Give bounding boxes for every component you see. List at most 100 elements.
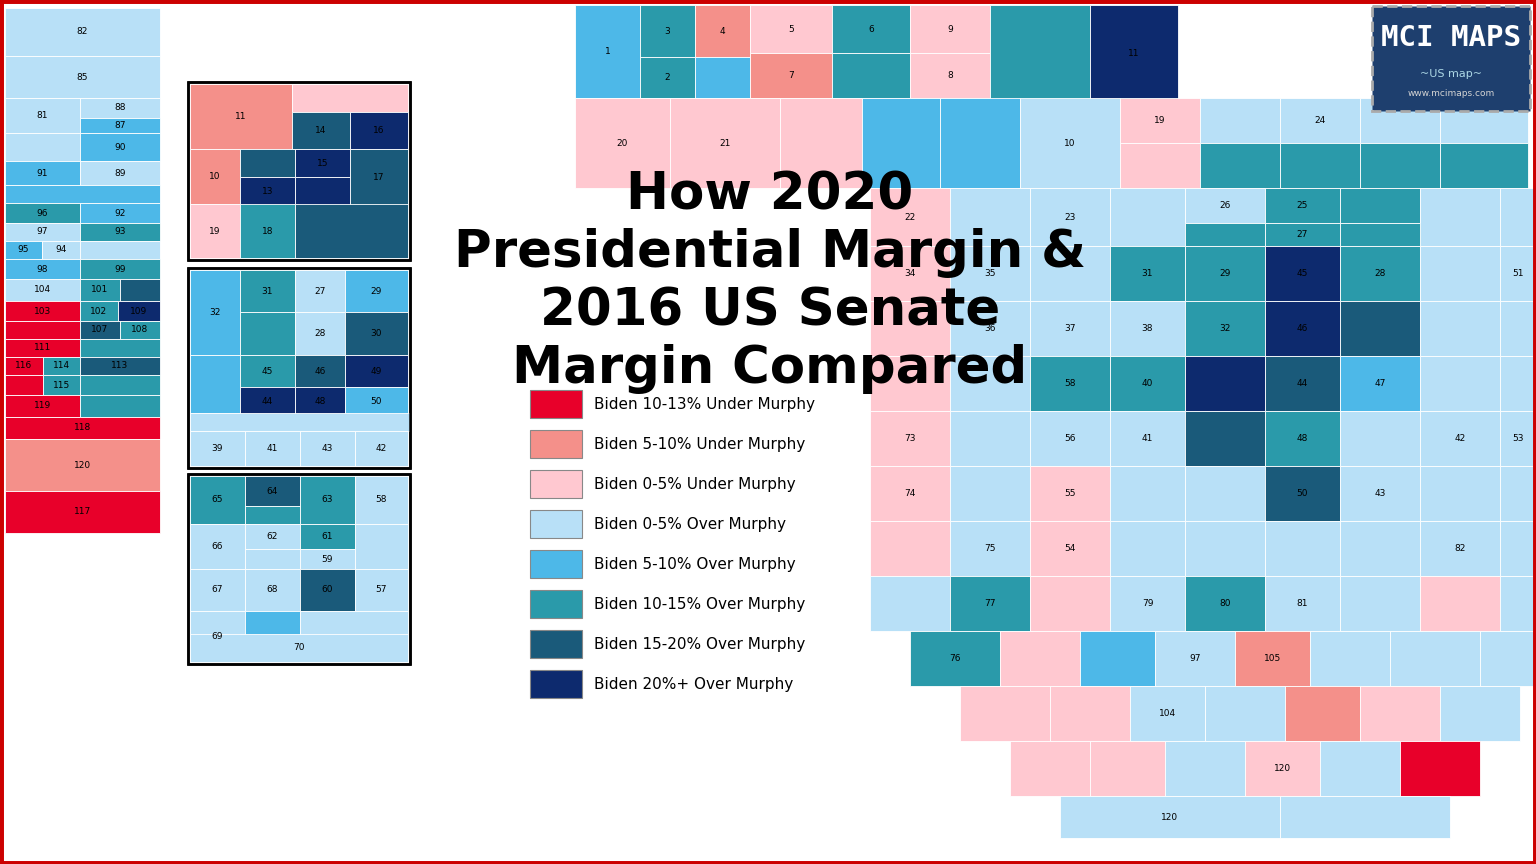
Text: 62: 62 (267, 532, 278, 541)
Bar (5, 417, 160, 439)
Text: 80: 80 (1220, 599, 1230, 608)
Text: 44: 44 (1296, 379, 1309, 388)
Bar (1419, 188, 1501, 246)
Text: 75: 75 (985, 544, 995, 553)
Text: 25: 25 (1296, 201, 1309, 210)
Bar (1266, 576, 1339, 631)
Text: 32: 32 (209, 308, 221, 317)
Bar (1419, 246, 1501, 301)
Bar (1266, 188, 1339, 223)
Text: 48: 48 (315, 397, 326, 406)
Bar (43, 357, 80, 375)
Text: Biden 10-15% Over Murphy: Biden 10-15% Over Murphy (594, 596, 805, 612)
Bar (1279, 98, 1359, 143)
Text: 13: 13 (261, 187, 273, 195)
Bar (780, 98, 862, 188)
Bar (246, 431, 300, 466)
Text: 41: 41 (1141, 434, 1154, 443)
Text: 18: 18 (261, 226, 273, 236)
Bar (355, 431, 409, 466)
Text: 74: 74 (905, 489, 915, 498)
Text: 61: 61 (321, 532, 333, 541)
Bar (346, 312, 409, 355)
Bar (1051, 686, 1130, 741)
Bar (80, 395, 160, 417)
Bar (1286, 686, 1359, 741)
Bar (949, 246, 1031, 301)
Bar (1031, 246, 1111, 301)
Bar (1184, 301, 1266, 356)
Bar (80, 223, 160, 241)
Bar (1339, 521, 1419, 576)
Bar (240, 355, 295, 387)
Text: 27: 27 (1296, 230, 1309, 239)
Bar (43, 375, 80, 395)
Bar (530, 670, 582, 698)
Bar (1164, 741, 1246, 796)
Bar (80, 203, 160, 223)
Text: 32: 32 (1220, 324, 1230, 333)
Text: 95: 95 (18, 245, 29, 255)
Text: 98: 98 (37, 264, 48, 274)
Bar (1441, 686, 1521, 741)
Text: 35: 35 (985, 269, 995, 278)
Bar (1339, 466, 1419, 521)
Bar (1419, 466, 1501, 521)
Bar (5, 8, 160, 56)
Text: 104: 104 (34, 285, 51, 295)
Text: 91: 91 (37, 168, 48, 177)
Bar (1031, 411, 1111, 466)
Bar (1031, 521, 1111, 576)
Bar (1501, 466, 1536, 521)
Text: Margin Compared: Margin Compared (513, 344, 1028, 394)
Bar (295, 149, 350, 177)
Bar (5, 133, 80, 161)
Text: 68: 68 (267, 586, 278, 594)
Bar (1339, 223, 1419, 246)
Bar (949, 521, 1031, 576)
Bar (300, 549, 355, 569)
Text: 111: 111 (34, 344, 51, 353)
Bar (300, 524, 355, 549)
Text: 103: 103 (34, 307, 51, 315)
Text: 88: 88 (114, 104, 126, 112)
Bar (1501, 411, 1536, 466)
Bar (1184, 223, 1266, 246)
Bar (1184, 356, 1266, 411)
Bar (1441, 98, 1528, 143)
Bar (1501, 301, 1536, 356)
Bar (187, 474, 410, 664)
Bar (120, 321, 160, 339)
Text: 20: 20 (617, 138, 628, 148)
Bar (1419, 301, 1501, 356)
Text: 117: 117 (74, 507, 91, 517)
Bar (190, 413, 410, 431)
Bar (1111, 301, 1184, 356)
Bar (80, 161, 160, 185)
Bar (694, 57, 750, 98)
Bar (1501, 521, 1536, 576)
Text: 67: 67 (212, 586, 223, 594)
Bar (190, 84, 292, 149)
Bar (300, 476, 355, 524)
Text: 23: 23 (1064, 213, 1075, 221)
Bar (190, 634, 409, 662)
Bar (949, 576, 1031, 631)
Bar (190, 270, 240, 355)
Bar (1266, 466, 1339, 521)
Bar (190, 524, 246, 569)
Bar (5, 321, 80, 339)
Text: 36: 36 (985, 324, 995, 333)
Bar (1091, 741, 1164, 796)
Bar (1266, 356, 1339, 411)
Bar (530, 550, 582, 578)
Text: 94: 94 (55, 245, 66, 255)
Bar (187, 268, 410, 468)
Bar (1266, 521, 1339, 576)
Bar (949, 188, 1031, 246)
Bar (1184, 576, 1266, 631)
Bar (1184, 246, 1266, 301)
Bar (574, 5, 641, 98)
Bar (190, 476, 246, 524)
Bar (355, 476, 409, 524)
